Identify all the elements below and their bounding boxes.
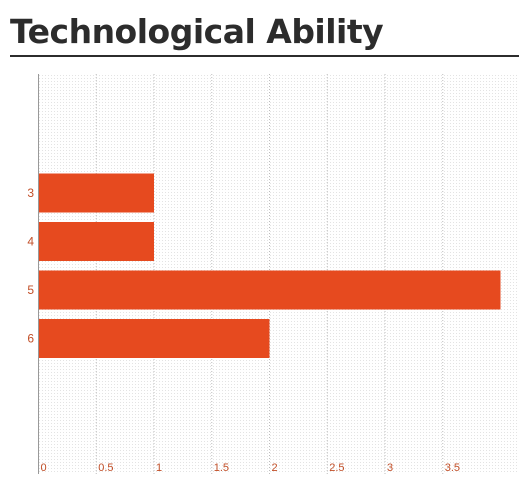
bar: [39, 173, 154, 213]
gridlines: [95, 74, 444, 474]
x-tick-label: 1: [156, 462, 162, 474]
category-label: 6: [27, 332, 34, 346]
x-tick-label: 3: [387, 462, 393, 474]
category-label: 5: [27, 283, 34, 297]
bars: [39, 173, 501, 358]
category-label: 3: [27, 186, 34, 200]
category-labels: 3 4 5 6: [27, 186, 34, 346]
x-tick-label: 2: [272, 462, 278, 474]
page-title: Technological Ability: [10, 12, 384, 51]
title-underline: [10, 55, 519, 57]
category-label: 4: [27, 235, 34, 249]
x-tick-label: 0: [41, 462, 47, 474]
x-tick-label: 3.5: [445, 462, 460, 474]
x-tick-label: 0.5: [98, 462, 113, 474]
x-tick-label: 2.5: [329, 462, 344, 474]
x-tick-labels: 0 0.5 1 1.5 2 2.5 3 3.5: [41, 462, 461, 474]
bar: [39, 222, 154, 261]
bar: [39, 270, 501, 310]
x-tick-label: 1.5: [214, 462, 229, 474]
bar: [39, 319, 270, 358]
